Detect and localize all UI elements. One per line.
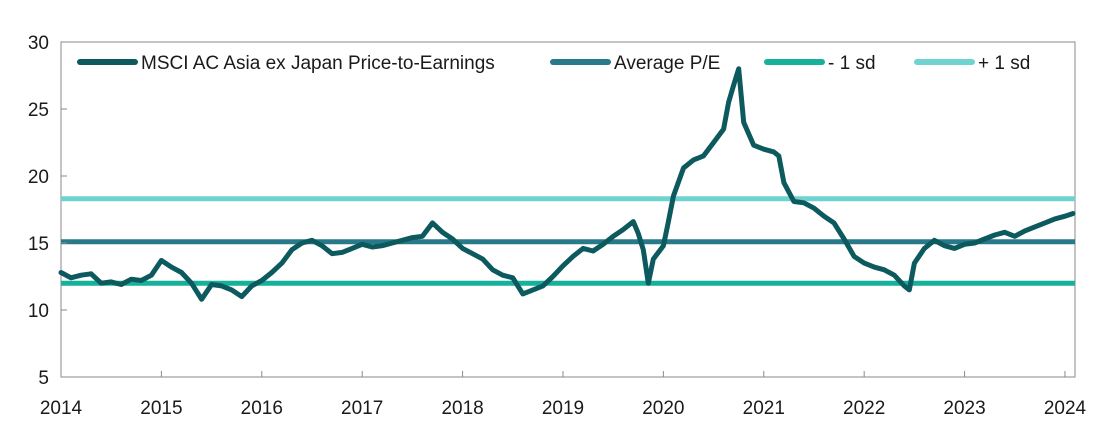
y-tick-label: 20 [28, 167, 49, 188]
x-tick-label: 2019 [542, 398, 584, 419]
legend-label-1-sd: - 1 sd [828, 53, 876, 74]
legend-label-1-sd: + 1 sd [978, 53, 1030, 74]
x-tick-label: 2021 [743, 398, 785, 419]
y-tick-label: 30 [28, 33, 49, 54]
x-tick-label: 2017 [341, 398, 383, 419]
x-tick-label: 2018 [441, 398, 483, 419]
x-tick-label: 2015 [140, 398, 182, 419]
y-tick-label: 5 [38, 368, 49, 389]
legend-label-average-p-e: Average P/E [614, 53, 720, 74]
x-tick-label: 2024 [1044, 398, 1087, 419]
legend-label-msci-ac-asia-ex-japan-price-to-earnings: MSCI AC Asia ex Japan Price-to-Earnings [141, 53, 495, 74]
x-tick-label: 2016 [241, 398, 283, 419]
x-tick-label: 2020 [642, 398, 684, 419]
y-tick-label: 15 [28, 234, 49, 255]
y-tick-label: 25 [28, 100, 49, 121]
series-line-pe [58, 66, 1076, 302]
y-tick-label: 10 [28, 301, 49, 322]
x-tick-label: 2022 [843, 398, 885, 419]
plot-frame [60, 41, 1076, 378]
x-tick-label: 2014 [40, 398, 83, 419]
x-tick-label: 2023 [943, 398, 985, 419]
